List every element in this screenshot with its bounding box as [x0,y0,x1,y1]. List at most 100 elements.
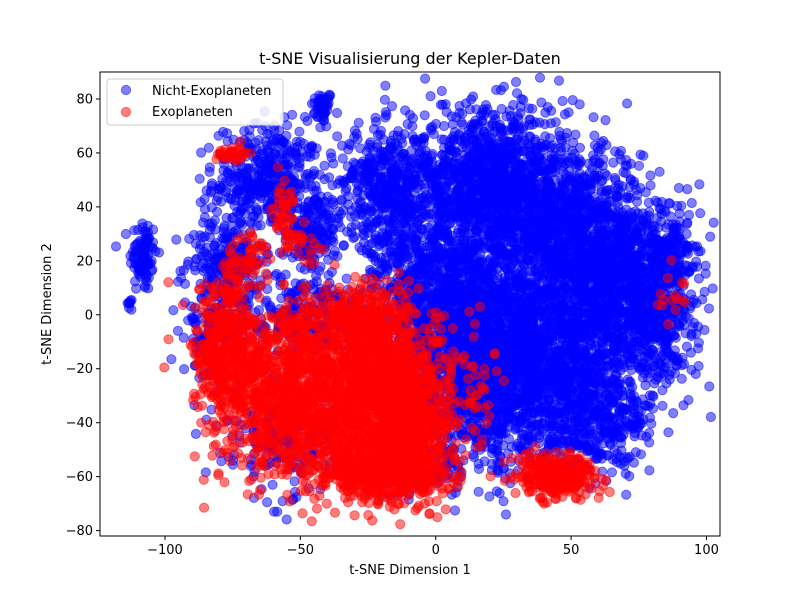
data-point [219,220,230,232]
data-point [396,133,407,144]
data-point [309,108,320,119]
data-point [609,172,621,184]
chart-title: t-SNE Visualisierung der Kepler-Daten [259,49,561,68]
data-point [343,144,354,155]
data-point [516,93,527,105]
data-point [322,100,333,112]
data-point [262,176,273,187]
data-point [182,259,193,270]
data-point [343,191,354,202]
data-point [399,252,410,263]
data-point [171,234,182,245]
data-point [426,297,437,308]
data-point [435,200,447,211]
data-point [615,145,627,157]
data-point [153,247,165,258]
data-point [255,220,266,231]
data-point [436,149,447,160]
data-point [452,185,463,196]
data-point [271,268,282,279]
data-point [355,209,366,220]
data-point [540,131,551,142]
data-point [571,183,582,194]
data-point [419,161,430,172]
data-point [512,175,523,186]
data-point [431,181,442,192]
data-point [135,247,146,258]
data-point [247,211,259,222]
data-point [388,226,399,237]
data-point [553,75,565,86]
data-point [327,232,338,243]
data-point [324,172,335,183]
data-point [110,241,122,252]
data-point [570,129,581,140]
data-point [351,128,362,139]
data-point [241,163,252,174]
data-point [447,145,458,156]
data-point [309,93,320,104]
data-point [397,232,408,243]
data-point [370,116,382,127]
data-point [546,105,557,117]
data-point [294,126,305,137]
data-point [452,239,463,250]
data-point [444,176,455,187]
data-point [254,164,265,176]
data-point [439,158,450,169]
data-point [363,208,374,219]
data-point [209,240,220,251]
scatter-points [110,72,719,530]
data-point [450,168,461,179]
data-point [588,112,599,123]
data-point [463,170,474,181]
data-point [195,239,206,250]
data-point [386,138,397,149]
data-point [380,80,391,91]
data-point [379,261,390,272]
data-point [504,180,515,191]
data-point [444,208,455,219]
data-point [439,134,450,145]
data-point [214,180,225,191]
data-point [423,275,434,286]
data-point [199,194,210,205]
data-point [168,305,179,316]
data-point [470,213,481,224]
data-point [505,157,516,168]
data-point [314,169,325,180]
data-point [487,119,498,131]
data-point [388,215,399,226]
data-point [291,153,302,164]
data-point [417,232,428,243]
data-point [375,129,386,140]
data-point [436,85,447,97]
data-point [141,230,152,241]
data-point [420,73,431,84]
data-point [134,266,145,277]
data-point [250,181,261,192]
data-point [514,158,526,170]
data-point [411,154,422,165]
data-point [325,148,336,159]
data-point [468,91,479,102]
data-point [573,160,585,171]
data-point [355,196,366,207]
data-point [402,175,413,186]
data-point [204,232,215,243]
data-point [416,268,427,280]
data-point [520,145,532,156]
data-point [347,169,358,181]
data-point [232,185,243,196]
data-point [421,248,432,260]
data-point [433,259,444,270]
data-point [527,103,538,114]
data-point [361,244,372,256]
data-point [148,224,159,235]
data-point [199,203,210,215]
data-point [550,117,561,128]
data-point [120,228,132,240]
data-point [555,145,567,156]
data-point [574,142,586,153]
data-point [564,173,576,184]
